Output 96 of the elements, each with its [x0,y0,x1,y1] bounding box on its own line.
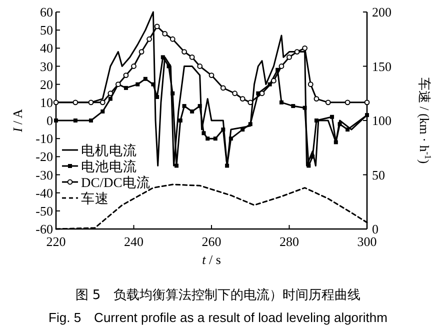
point [178,118,182,122]
y-tick-label: -50 [36,203,53,218]
point [155,94,160,99]
point [365,113,369,118]
point [344,100,350,106]
point [208,72,214,78]
point [190,109,194,114]
point [294,49,300,54]
point [88,118,93,122]
legend-label: 车速 [81,191,109,206]
point [291,104,296,108]
point [310,154,315,159]
point [240,128,245,132]
point [213,136,218,141]
y-tick-label: -20 [36,149,53,164]
point [302,106,307,110]
y-axis-title: I / A [10,108,25,134]
text: Fig. 5 Current profile as a result of load leveling algorithm [48,310,388,325]
point [221,128,226,132]
x-tick-label: 260 [202,234,222,249]
point [286,54,292,60]
point [308,82,314,88]
legend-label: 电机电流 [81,143,137,158]
point [302,45,308,51]
point [228,136,233,141]
y-tick-label: 0 [46,113,53,128]
point [202,131,206,136]
point [271,78,276,84]
point [146,36,152,42]
point [279,100,284,104]
point [170,36,176,42]
point [170,91,175,96]
point [174,164,179,168]
point [330,114,334,119]
point [100,109,105,114]
point [72,100,78,106]
point [346,128,350,132]
y-tick-label: 60 [40,4,53,20]
point [364,100,370,106]
point [108,90,114,96]
point [248,122,252,126]
point [154,24,160,30]
y-tick-label: 10 [40,94,53,110]
point [136,82,140,86]
point [166,64,171,68]
point [138,49,144,54]
y2-tick-label: 100 [372,113,392,128]
point [314,96,320,102]
point [54,118,58,122]
legend-label: DC/DC电流 [81,175,150,190]
point [220,85,226,91]
point [338,122,342,126]
y-tick-label: 50 [40,22,53,38]
point [108,96,112,101]
point [225,164,230,168]
point [197,64,203,69]
x-tick-label: 220 [46,234,66,249]
y-tick-label: -30 [36,167,53,182]
y-tick-label: -40 [36,185,53,200]
legend-label: 电池电流 [81,159,137,174]
point [162,31,168,36]
point [314,118,318,122]
point [278,64,284,69]
y-tick-label: -10 [36,131,53,146]
point [131,64,136,69]
point [232,90,238,96]
x-tick-label: 240 [124,234,144,249]
point [151,82,156,86]
y-tick-label: 40 [40,40,53,56]
point [206,136,210,141]
point [306,164,311,168]
y-tick-label: 20 [40,76,53,92]
point [189,54,195,60]
point [123,72,129,78]
point [240,96,246,102]
y2-tick-label: 0 [372,222,378,236]
point [143,76,148,81]
x-tick-label: 280 [280,234,299,249]
point [160,55,165,60]
y-tick-label: -60 [36,222,53,236]
point [73,118,78,122]
point [182,49,187,54]
x-tick-label: 300 [357,234,377,249]
point [182,104,186,108]
y2-tick-label: 150 [372,58,392,74]
point [100,100,106,106]
point [248,100,254,106]
y2-tick-label: 200 [372,4,392,20]
y-tick-label: 30 [40,58,53,74]
text: 图 5 负载均衡算法控制下的电流）时间历程曲线 [75,287,361,303]
y2-tick-label: 50 [372,167,385,182]
point [325,100,331,106]
x-axis-title: t / s [202,252,221,267]
point [198,104,202,108]
point [334,140,338,144]
point [124,86,128,90]
